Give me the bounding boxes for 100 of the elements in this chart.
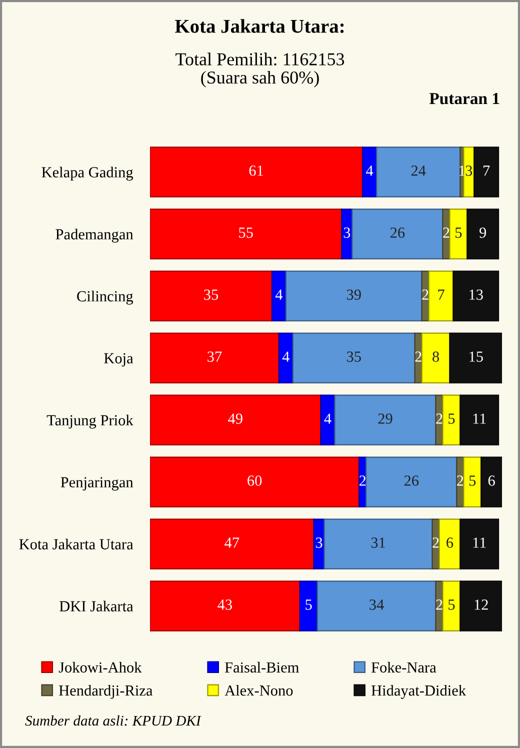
data-label: 2 [422, 290, 428, 300]
y-tick-label: Penjaringan [60, 477, 134, 491]
bar [150, 580, 300, 632]
data-label: 26 [404, 476, 419, 486]
data-label: 31 [371, 538, 385, 548]
y-tick-label: Cilincing [77, 290, 134, 305]
bar [449, 332, 502, 384]
data-label: 43 [218, 600, 232, 610]
data-label: 2 [443, 228, 450, 238]
bar [271, 270, 286, 322]
text: Putaran 1 [429, 93, 500, 104]
y-tick-label: Kota Jakarta Utara [19, 538, 134, 550]
bar [438, 518, 461, 570]
legend-label: Faisal-Biem [224, 662, 299, 673]
data-label: 7 [484, 166, 490, 176]
data-label: 2 [436, 600, 442, 610]
bar [150, 456, 360, 508]
bar [334, 394, 436, 446]
bar [376, 146, 461, 198]
data-label: 5 [306, 600, 312, 610]
data-label: 6 [446, 538, 454, 548]
bar [460, 394, 500, 446]
data-label: 7 [438, 290, 444, 300]
data-label: 35 [204, 290, 218, 300]
bar [150, 394, 322, 446]
data-label: 5 [456, 228, 462, 238]
data-label: 55 [239, 228, 253, 238]
bar [460, 518, 500, 570]
data-label: 26 [390, 228, 405, 238]
data-label: 2 [415, 352, 422, 362]
bar [324, 518, 433, 570]
bar [421, 332, 450, 384]
data-label: 39 [346, 290, 361, 300]
bar [292, 332, 416, 384]
data-label: 13 [470, 290, 483, 300]
data-label: 37 [208, 352, 222, 362]
bar [150, 270, 273, 322]
bar [449, 208, 468, 260]
data-label: 12 [474, 600, 488, 610]
bar [466, 208, 500, 260]
data-label: 49 [228, 414, 242, 424]
data-label: 60 [248, 476, 262, 486]
bar [362, 146, 378, 198]
data-label: 29 [378, 414, 392, 424]
data-label: 3 [344, 228, 350, 238]
data-label: 8 [432, 352, 440, 362]
data-label: 4 [366, 166, 374, 176]
data-label: 3 [466, 166, 472, 176]
data-label: 6 [488, 476, 495, 486]
chart-title: Kota Jakarta Utara: [175, 19, 344, 33]
legend-label: Hidayat-Didiek [371, 684, 466, 699]
y-tick-label: Tanjung Priok [46, 414, 134, 429]
legend-label: Alex-Nono [224, 684, 293, 696]
legend-label: Jokowi-Ahok [58, 662, 142, 673]
data-label: 61 [249, 166, 264, 176]
data-label: 3 [316, 538, 322, 548]
data-label: 47 [224, 538, 240, 548]
data-label: 11 [473, 538, 486, 548]
data-label: 2 [457, 476, 464, 486]
bar [480, 456, 502, 508]
bar [366, 456, 458, 508]
data-label: 24 [411, 166, 426, 176]
data-label: 4 [275, 290, 283, 300]
bar [299, 580, 318, 632]
bar [150, 332, 280, 384]
legend-label: Foke-Nara [371, 662, 436, 673]
data-label: 5 [469, 476, 476, 486]
bar [463, 456, 482, 508]
bar [285, 270, 422, 322]
data-label: 2 [359, 476, 366, 486]
data-label: 4 [282, 352, 290, 362]
bar [150, 146, 364, 198]
bar [150, 518, 314, 570]
bar [442, 580, 461, 632]
bar [150, 208, 342, 260]
text: Sumber data asli: KPUD DKI [25, 715, 202, 726]
data-label: 4 [324, 414, 332, 424]
legend-label: Hendardji-Riza [58, 684, 153, 699]
data-label: 34 [370, 600, 384, 610]
bar [320, 394, 336, 446]
data-label: 2 [432, 538, 439, 548]
data-label: 15 [470, 352, 483, 362]
bar [428, 270, 454, 322]
data-label: 2 [436, 414, 442, 424]
bar [474, 146, 500, 198]
bar [452, 270, 500, 322]
data-label: 5 [448, 600, 455, 610]
y-tick-label: Koja [104, 353, 134, 367]
data-label: 35 [346, 352, 361, 362]
bar [460, 580, 502, 632]
data-label: 11 [473, 414, 486, 424]
y-tick-label: DKI Jakarta [60, 600, 134, 612]
chart-subtitle: Total Pemilih: 1162153 (Suara sah 60%) [176, 52, 344, 88]
data-label: 5 [448, 414, 455, 424]
bar [278, 332, 294, 384]
bar [352, 208, 444, 260]
y-tick-label: Kelapa Gading [42, 166, 134, 181]
bar [442, 394, 461, 446]
y-tick-label: Pademangan [56, 228, 134, 243]
data-label: 9 [480, 228, 486, 238]
